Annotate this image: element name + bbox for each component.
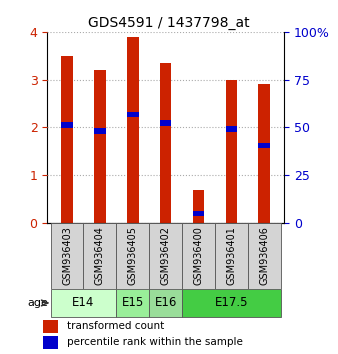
Text: GSM936406: GSM936406 <box>259 226 269 285</box>
Bar <box>127 112 139 118</box>
Text: percentile rank within the sample: percentile rank within the sample <box>67 337 242 347</box>
Text: transformed count: transformed count <box>67 321 164 331</box>
Text: GSM936402: GSM936402 <box>161 226 171 285</box>
Bar <box>193 190 204 223</box>
Bar <box>259 85 270 223</box>
Bar <box>160 63 171 223</box>
Text: GSM936403: GSM936403 <box>62 226 72 285</box>
Bar <box>225 80 237 223</box>
Text: E16: E16 <box>154 296 177 309</box>
Bar <box>182 223 215 289</box>
Text: age: age <box>27 298 48 308</box>
Bar <box>127 37 139 223</box>
Bar <box>94 70 106 223</box>
Bar <box>61 56 73 223</box>
Text: E15: E15 <box>122 296 144 309</box>
Bar <box>215 223 248 289</box>
Bar <box>182 290 281 317</box>
Text: E14: E14 <box>72 296 95 309</box>
Text: GSM936401: GSM936401 <box>226 226 236 285</box>
Bar <box>160 120 171 126</box>
Bar <box>248 223 281 289</box>
Bar <box>116 223 149 289</box>
Bar <box>193 211 204 216</box>
Text: GDS4591 / 1437798_at: GDS4591 / 1437798_at <box>88 16 250 30</box>
Bar <box>94 128 106 134</box>
Bar <box>51 223 83 289</box>
Text: E17.5: E17.5 <box>215 296 248 309</box>
Bar <box>43 320 57 333</box>
Text: GSM936404: GSM936404 <box>95 226 105 285</box>
Bar <box>83 223 116 289</box>
Text: GSM936405: GSM936405 <box>128 226 138 285</box>
Bar <box>51 290 116 317</box>
Bar <box>225 126 237 132</box>
Bar <box>43 336 57 349</box>
Bar <box>149 223 182 289</box>
Text: GSM936400: GSM936400 <box>193 226 203 285</box>
Bar <box>116 290 149 317</box>
Bar <box>149 290 182 317</box>
Bar <box>259 143 270 148</box>
Bar <box>61 122 73 128</box>
